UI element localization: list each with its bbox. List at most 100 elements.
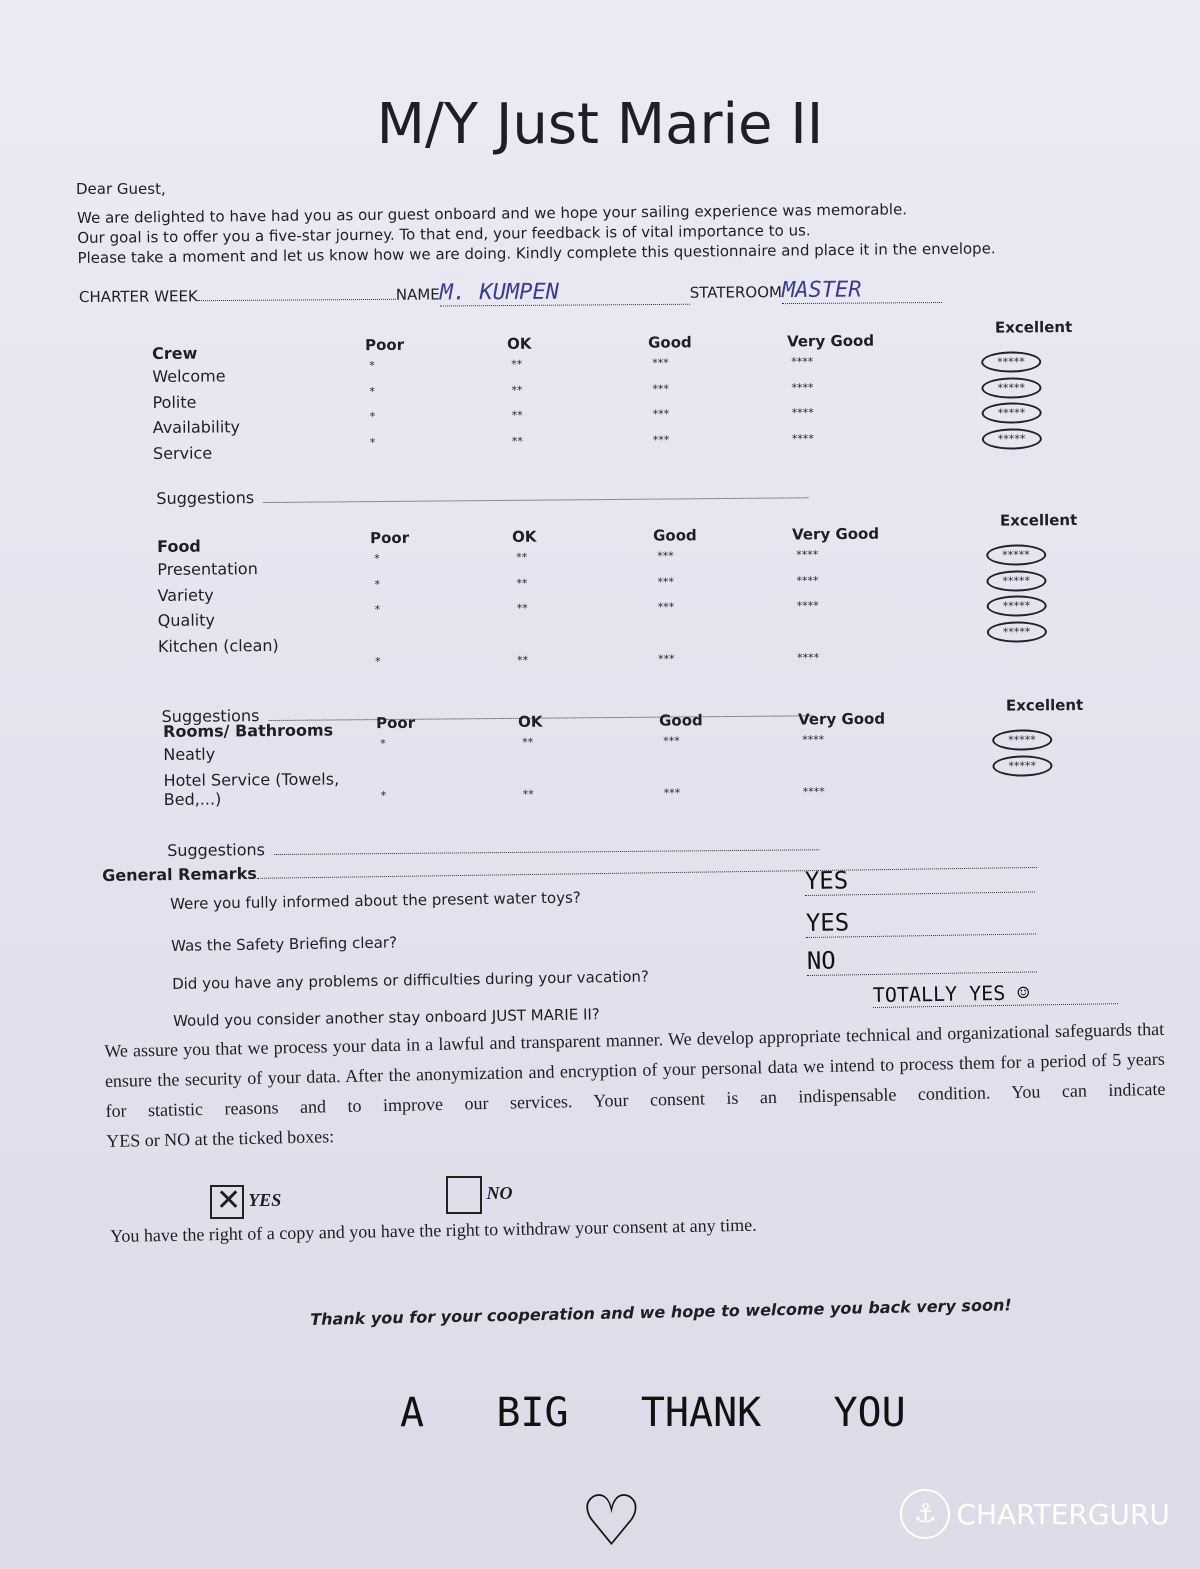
rating-option-good[interactable]: *** bbox=[657, 574, 674, 589]
answer-field[interactable]: NO bbox=[806, 943, 1038, 977]
handwritten-note: A BIG THANK YOU bbox=[400, 1390, 906, 1436]
rating-option-excellent-selected[interactable]: ***** bbox=[992, 754, 1053, 777]
section-title: Food bbox=[157, 536, 201, 556]
suggestions-field[interactable] bbox=[263, 483, 809, 504]
intro-text: We are delighted to have had you as our … bbox=[77, 198, 996, 268]
rating-option-poor[interactable]: * bbox=[374, 577, 381, 591]
section-title: Rooms/ Bathrooms bbox=[163, 720, 334, 741]
general-remarks-label: General Remarks bbox=[102, 863, 257, 885]
rating-option-very-good[interactable]: **** bbox=[791, 431, 814, 445]
column-header: Poor bbox=[364, 335, 405, 355]
rating-item-label: Variety bbox=[157, 585, 214, 605]
rating-option-very-good[interactable]: **** bbox=[791, 406, 814, 420]
rating-item-label: Neatly bbox=[163, 744, 216, 764]
rating-option-ok[interactable]: ** bbox=[516, 550, 528, 564]
rating-option-ok[interactable]: ** bbox=[511, 383, 523, 397]
heart-doodle-icon: ♡ bbox=[580, 1480, 643, 1562]
watermark-text: CHARTERGURU bbox=[956, 1497, 1170, 1531]
rating-option-good[interactable]: *** bbox=[652, 356, 669, 370]
consent-no[interactable]: NO bbox=[446, 1176, 513, 1214]
rating-option-excellent-selected[interactable]: ***** bbox=[981, 351, 1041, 373]
suggestions-field[interactable] bbox=[274, 834, 820, 855]
rating-option-very-good[interactable]: **** bbox=[797, 650, 820, 664]
rating-option-ok[interactable]: ** bbox=[516, 576, 528, 590]
rating-option-very-good[interactable]: **** bbox=[796, 599, 819, 613]
column-header: Good bbox=[652, 526, 697, 545]
rating-option-excellent-selected[interactable]: ***** bbox=[986, 620, 1047, 643]
rating-option-very-good[interactable]: **** bbox=[796, 548, 819, 562]
anchor-icon: ⚓ bbox=[900, 1489, 951, 1539]
rating-option-good[interactable]: *** bbox=[657, 600, 675, 614]
rating-option-ok[interactable]: ** bbox=[522, 787, 534, 801]
closing-text: Thank you for your cooperation and we ho… bbox=[310, 1295, 1012, 1329]
column-header: Excellent bbox=[994, 317, 1073, 337]
rating-option-very-good[interactable]: **** bbox=[802, 733, 825, 747]
rating-option-good[interactable]: *** bbox=[652, 407, 670, 421]
rating-option-excellent-selected[interactable]: ***** bbox=[986, 569, 1047, 592]
rating-option-poor[interactable]: * bbox=[369, 359, 375, 373]
rating-option-ok[interactable]: ** bbox=[511, 434, 523, 448]
column-header: Good bbox=[647, 333, 692, 352]
answer-field[interactable]: YES bbox=[804, 863, 1036, 897]
rating-option-ok[interactable]: ** bbox=[516, 601, 528, 615]
rating-option-good[interactable]: *** bbox=[657, 549, 674, 563]
column-header: OK bbox=[517, 712, 543, 731]
rating-option-ok[interactable]: ** bbox=[511, 357, 523, 371]
name-field[interactable]: M. KUMPEN bbox=[439, 278, 690, 307]
rating-option-poor[interactable]: * bbox=[369, 410, 376, 424]
answer-field[interactable]: TOTALLY YES ☺ bbox=[872, 979, 1118, 1009]
rating-option-ok[interactable]: ** bbox=[517, 653, 529, 667]
rating-option-good[interactable]: *** bbox=[663, 785, 681, 800]
name-label: NAME bbox=[395, 285, 440, 304]
rating-option-poor[interactable]: * bbox=[374, 603, 381, 617]
checkbox-no[interactable] bbox=[446, 1176, 482, 1214]
column-header: OK bbox=[506, 334, 532, 353]
rating-option-excellent-selected[interactable]: ***** bbox=[981, 376, 1042, 399]
checkbox-yes-checked[interactable]: ✕ bbox=[210, 1184, 244, 1219]
rating-option-ok[interactable]: ** bbox=[511, 408, 523, 422]
charter-week-field[interactable] bbox=[197, 298, 396, 302]
consent-yes[interactable]: ✕ YES bbox=[210, 1184, 282, 1219]
greeting: Dear Guest, bbox=[76, 180, 166, 198]
suggestions-label: Suggestions bbox=[156, 488, 255, 508]
rating-option-poor[interactable]: * bbox=[380, 737, 386, 751]
rating-item-label: Hotel Service (Towels, Bed,...) bbox=[163, 768, 340, 809]
rating-option-good[interactable]: *** bbox=[663, 734, 680, 748]
rating-option-ok[interactable]: ** bbox=[522, 735, 534, 749]
question-text: Were you fully informed about the presen… bbox=[170, 888, 581, 913]
rating-option-good[interactable]: *** bbox=[652, 381, 669, 396]
rating-option-poor[interactable]: * bbox=[374, 552, 380, 566]
rating-option-excellent-selected[interactable]: ***** bbox=[981, 427, 1042, 450]
rating-option-poor[interactable]: * bbox=[369, 384, 376, 398]
rating-option-poor[interactable]: * bbox=[375, 654, 381, 668]
stateroom-field[interactable]: MASTER bbox=[781, 276, 943, 305]
rating-option-very-good[interactable]: **** bbox=[791, 380, 814, 394]
rating-option-good[interactable]: *** bbox=[658, 651, 675, 666]
question-text: Did you have any problems or difficultie… bbox=[172, 967, 650, 993]
rating-item-label: Kitchen (clean) bbox=[157, 635, 279, 656]
stateroom-label: STATEROOM bbox=[689, 283, 783, 302]
form-title: M/Y Just Marie II bbox=[376, 92, 824, 157]
section-title: Crew bbox=[152, 343, 198, 363]
rating-option-excellent-selected[interactable]: ***** bbox=[992, 729, 1052, 751]
suggestions-label: Suggestions bbox=[167, 839, 266, 860]
rating-option-good[interactable]: *** bbox=[652, 432, 670, 447]
rating-option-excellent-selected[interactable]: ***** bbox=[986, 544, 1046, 566]
rating-item-label: Service bbox=[152, 442, 213, 463]
rating-item-label: Quality bbox=[157, 610, 216, 630]
rating-option-very-good[interactable]: **** bbox=[802, 784, 825, 798]
rating-item-label: Availability bbox=[152, 417, 241, 437]
chartergurru-watermark: ⚓ CHARTERGURU bbox=[900, 1489, 1170, 1539]
column-header: Very Good bbox=[786, 331, 875, 351]
column-header: Poor bbox=[369, 528, 410, 548]
rating-option-poor[interactable]: * bbox=[369, 435, 376, 449]
rights-text: You have the right of a copy and you hav… bbox=[110, 1214, 757, 1246]
rating-option-very-good[interactable]: **** bbox=[791, 355, 814, 369]
rating-option-poor[interactable]: * bbox=[380, 788, 387, 802]
rating-option-very-good[interactable]: **** bbox=[796, 573, 819, 587]
consent-yes-label: YES bbox=[248, 1190, 282, 1211]
rating-option-excellent-selected[interactable]: ***** bbox=[986, 595, 1047, 617]
rating-option-excellent-selected[interactable]: ***** bbox=[981, 402, 1042, 424]
answer-field[interactable]: YES bbox=[805, 905, 1037, 939]
privacy-notice: We assure you that we process your data … bbox=[104, 1014, 1166, 1156]
